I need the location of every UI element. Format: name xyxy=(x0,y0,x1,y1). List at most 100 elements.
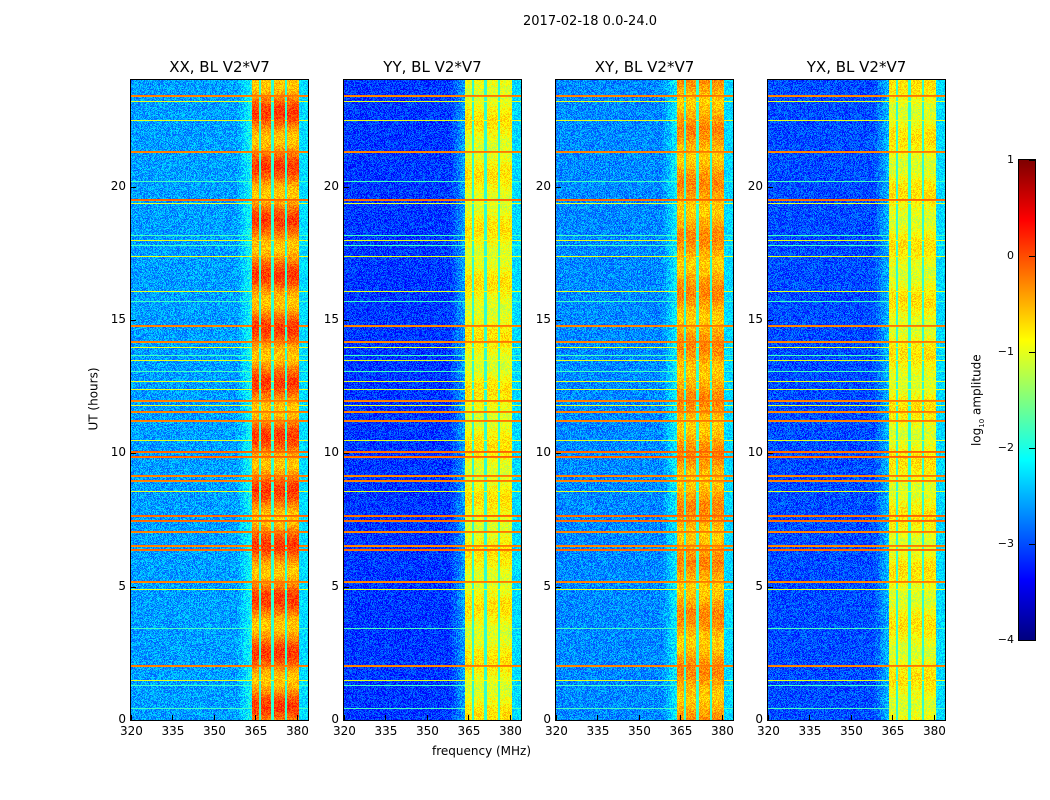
colorbar-tick-mark xyxy=(1029,160,1035,161)
x-tick-label: 350 xyxy=(839,724,863,738)
x-tick-mark xyxy=(768,715,769,720)
colorbar-tick-mark xyxy=(1029,448,1035,449)
x-tick-mark xyxy=(597,715,599,720)
y-tick-mark xyxy=(344,186,349,188)
y-tick-label: 10 xyxy=(323,445,339,460)
x-tick-label: 335 xyxy=(586,724,610,738)
panel-frame xyxy=(343,79,522,721)
x-tick-mark xyxy=(850,715,852,720)
x-tick-mark xyxy=(933,715,935,720)
spectrogram-3 xyxy=(768,80,945,720)
colorbar-tick-mark xyxy=(1029,256,1035,257)
x-tick-label: 380 xyxy=(922,724,946,738)
y-tick-mark xyxy=(131,320,136,321)
y-tick-label: 10 xyxy=(535,445,551,460)
y-tick-label: 10 xyxy=(747,445,763,460)
y-tick-label: 20 xyxy=(535,178,551,193)
y-tick-mark xyxy=(768,320,773,321)
x-tick-mark xyxy=(638,715,640,720)
y-tick-mark xyxy=(131,453,136,455)
x-tick-mark xyxy=(892,715,894,720)
x-tick-label: 320 xyxy=(120,724,143,738)
colorbar-tick-label: 1 xyxy=(1007,153,1014,166)
x-tick-mark xyxy=(131,715,132,720)
spectrogram-2 xyxy=(556,80,733,720)
x-tick-label: 365 xyxy=(244,724,268,738)
x-tick-mark xyxy=(809,715,811,720)
x-tick-label: 335 xyxy=(161,724,185,738)
x-tick-mark xyxy=(680,715,682,720)
y-tick-label: 20 xyxy=(110,178,126,193)
y-tick-mark xyxy=(768,720,773,721)
y-tick-label: 15 xyxy=(535,312,551,326)
y-tick-mark xyxy=(556,186,561,188)
y-tick-mark xyxy=(768,186,773,188)
y-axis-label: UT (hours) xyxy=(86,367,101,431)
colorbar-tick-label: −4 xyxy=(997,633,1014,646)
colorbar xyxy=(1019,160,1035,640)
colorbar-frame xyxy=(1018,159,1036,641)
y-tick-label: 5 xyxy=(118,578,126,593)
colorbar-tick-mark xyxy=(1029,640,1035,641)
y-tick-label: 5 xyxy=(543,578,551,593)
x-tick-mark xyxy=(344,715,345,720)
y-tick-label: 20 xyxy=(323,178,339,193)
x-tick-mark xyxy=(426,715,428,720)
x-tick-label: 350 xyxy=(627,724,651,738)
y-tick-mark xyxy=(556,720,561,721)
x-tick-label: 350 xyxy=(202,724,226,738)
y-tick-mark xyxy=(768,586,773,588)
panel-frame xyxy=(130,79,309,721)
y-tick-label: 15 xyxy=(747,312,763,326)
panel-title: YX, BL V2*V7 xyxy=(806,58,907,76)
panel-frame xyxy=(555,79,734,721)
x-tick-label: 365 xyxy=(457,724,481,738)
x-tick-label: 365 xyxy=(669,724,693,738)
y-tick-mark xyxy=(556,320,561,321)
y-tick-label: 5 xyxy=(755,578,763,593)
panel-title: XY, BL V2*V7 xyxy=(594,58,695,76)
spectrogram-0 xyxy=(131,80,308,720)
colorbar-tick-label: 0 xyxy=(1007,249,1014,262)
x-tick-label: 380 xyxy=(498,724,522,738)
panel-title: YY, BL V2*V7 xyxy=(383,58,482,76)
y-tick-label: 10 xyxy=(110,445,126,460)
y-tick-mark xyxy=(131,586,136,588)
x-tick-mark xyxy=(385,715,387,720)
x-tick-label: 335 xyxy=(374,724,398,738)
x-tick-label: 335 xyxy=(798,724,822,738)
y-tick-mark xyxy=(344,320,349,321)
x-tick-label: 380 xyxy=(710,724,734,738)
x-tick-mark xyxy=(213,715,215,720)
colorbar-tick-mark xyxy=(1029,352,1035,353)
x-tick-label: 320 xyxy=(333,724,356,738)
x-tick-label: 380 xyxy=(285,724,309,738)
x-tick-mark xyxy=(721,715,723,720)
colorbar-tick-mark xyxy=(1029,544,1035,545)
y-tick-label: 0 xyxy=(755,712,763,726)
colorbar-label: log10 amplitude xyxy=(969,354,987,447)
x-tick-mark xyxy=(509,715,511,720)
spectrogram-1 xyxy=(344,80,521,720)
y-tick-mark xyxy=(131,720,136,721)
colorbar-tick-label: −2 xyxy=(997,441,1014,454)
panel-frame xyxy=(767,79,946,721)
y-tick-label: 15 xyxy=(110,312,126,326)
x-tick-mark xyxy=(255,715,257,720)
y-tick-label: 0 xyxy=(118,712,126,726)
x-tick-label: 365 xyxy=(881,724,905,738)
x-tick-mark xyxy=(468,715,470,720)
x-axis-label: frequency (MHz) xyxy=(432,744,532,758)
y-tick-label: 5 xyxy=(331,578,339,593)
y-tick-mark xyxy=(344,453,349,455)
y-tick-label: 0 xyxy=(331,712,339,726)
y-tick-label: 0 xyxy=(543,712,551,726)
x-tick-mark xyxy=(296,715,298,720)
figure-title: 2017-02-18 0.0-24.0 xyxy=(523,14,657,29)
y-tick-mark xyxy=(344,586,349,588)
x-tick-label: 320 xyxy=(757,724,780,738)
y-tick-label: 20 xyxy=(747,178,763,193)
y-tick-mark xyxy=(556,453,561,455)
x-tick-mark xyxy=(172,715,174,720)
